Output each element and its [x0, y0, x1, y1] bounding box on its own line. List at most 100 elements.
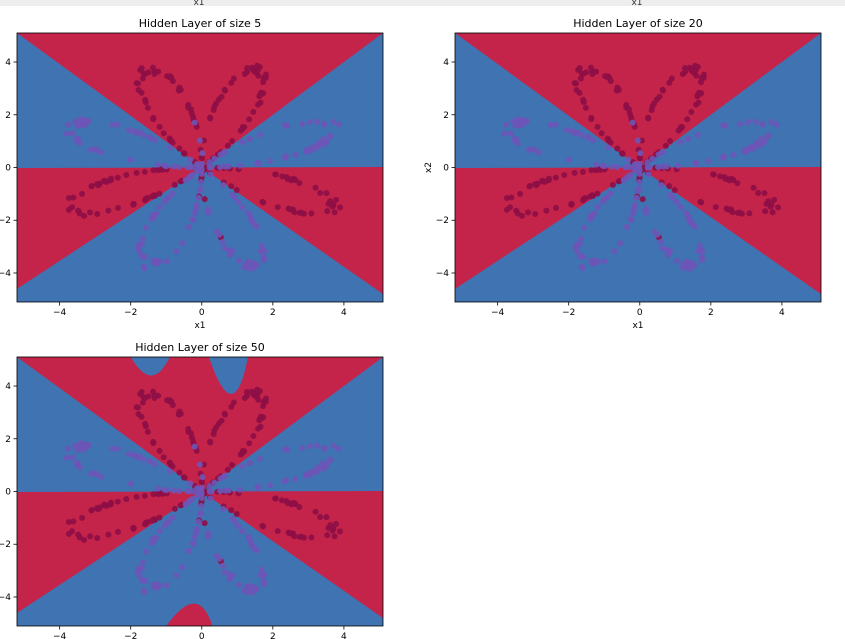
data-point	[579, 265, 586, 272]
data-point	[601, 258, 608, 265]
data-point	[127, 156, 134, 163]
data-point	[146, 458, 153, 465]
data-point	[239, 448, 246, 455]
data-point	[145, 393, 152, 400]
data-point	[221, 410, 228, 417]
data-point	[150, 438, 157, 445]
data-point	[220, 181, 227, 188]
data-point	[150, 114, 157, 121]
data-point	[590, 137, 597, 144]
data-point	[156, 447, 163, 454]
data-point	[145, 69, 152, 76]
subplot-title: Hidden Layer of size 5	[139, 17, 262, 30]
data-point	[665, 251, 672, 258]
data-point	[166, 468, 173, 475]
data-point	[584, 134, 591, 141]
data-point	[161, 162, 168, 169]
data-point	[141, 265, 148, 272]
data-point	[149, 540, 156, 547]
data-point	[187, 430, 194, 437]
data-point	[291, 533, 298, 540]
data-point	[321, 445, 328, 452]
data-point	[272, 495, 279, 502]
data-point	[69, 454, 76, 461]
data-point	[211, 479, 218, 486]
data-point	[152, 461, 159, 468]
data-point	[198, 494, 205, 501]
data-point	[166, 144, 173, 151]
data-point	[698, 257, 705, 264]
data-point	[169, 463, 176, 470]
data-point	[607, 190, 614, 197]
subplot-3: Hidden Layer of size 50 −4 −2 0 2 4 4 2 0 −2 −4	[0, 341, 384, 639]
decision-region-red-left	[455, 167, 640, 289]
x-tick-label: 0	[199, 308, 205, 318]
data-point	[195, 518, 202, 525]
data-point	[508, 194, 515, 201]
header-fragment-left: x1	[193, 0, 204, 8]
data-point	[291, 209, 298, 216]
data-point	[228, 403, 235, 410]
data-point	[105, 531, 112, 538]
data-point	[587, 64, 594, 71]
data-point	[514, 210, 521, 217]
data-point	[633, 194, 640, 201]
data-point	[543, 207, 550, 214]
data-point	[658, 181, 665, 188]
data-point	[771, 196, 778, 203]
data-point	[746, 210, 753, 217]
data-point	[200, 137, 207, 144]
data-point	[337, 204, 344, 211]
data-point	[177, 178, 184, 185]
data-point	[759, 121, 766, 128]
data-point	[511, 136, 518, 143]
data-point	[292, 475, 299, 482]
data-point	[526, 146, 533, 153]
data-point	[139, 235, 146, 242]
data-point	[729, 209, 736, 216]
data-point	[246, 440, 253, 447]
data-point	[227, 575, 234, 582]
data-point	[142, 195, 149, 202]
data-point	[769, 209, 776, 216]
data-point	[260, 199, 267, 206]
data-point	[331, 533, 338, 540]
data-point	[96, 504, 103, 511]
data-point	[144, 104, 151, 111]
data-point	[622, 164, 629, 171]
data-point	[185, 547, 192, 554]
data-point	[170, 487, 177, 494]
data-point	[330, 442, 337, 449]
data-point	[228, 507, 235, 514]
data-point	[63, 130, 70, 137]
data-point	[256, 455, 263, 462]
data-point	[260, 79, 267, 86]
data-point	[619, 150, 626, 157]
data-point	[142, 254, 149, 261]
data-point	[579, 168, 586, 175]
data-point	[644, 159, 651, 166]
data-point	[659, 245, 666, 252]
data-point	[138, 65, 145, 72]
data-point	[221, 86, 228, 93]
data-point	[615, 178, 622, 185]
data-point	[105, 207, 112, 214]
x-tick-label: −4	[53, 308, 67, 318]
data-point	[539, 177, 546, 184]
data-point	[318, 140, 325, 147]
y-tick-label: 0	[5, 488, 11, 498]
data-point	[69, 130, 76, 137]
data-point	[150, 167, 157, 174]
data-point	[107, 177, 114, 184]
data-point	[637, 150, 644, 157]
data-point	[176, 87, 183, 94]
data-point	[674, 257, 681, 264]
data-point	[582, 104, 589, 111]
data-point	[220, 149, 227, 156]
data-point	[762, 208, 769, 215]
data-point	[220, 505, 227, 512]
decision-island-red	[166, 603, 213, 626]
decision-region-red-top	[17, 33, 383, 168]
data-point	[700, 74, 707, 81]
data-point	[144, 428, 151, 435]
